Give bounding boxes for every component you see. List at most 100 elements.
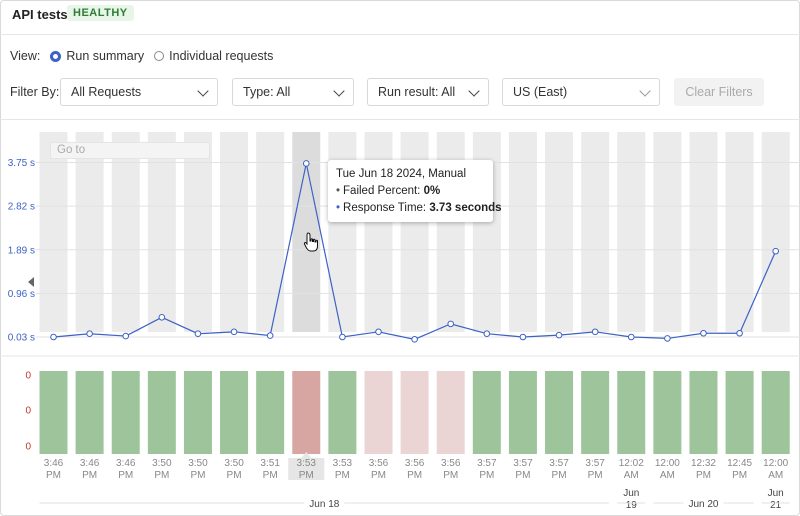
x-tick-ampm: PM xyxy=(335,470,350,481)
data-point xyxy=(375,328,382,336)
data-point xyxy=(194,330,202,338)
failed-percent-bar xyxy=(183,371,212,454)
data-point xyxy=(736,329,743,337)
tooltip-response-label: Response Time: xyxy=(343,202,427,214)
radio-run-summary[interactable]: Run summary xyxy=(50,49,144,63)
y-tick-label: 0 xyxy=(25,442,31,453)
tooltip-response-row: • Response Time: 3.73 seconds xyxy=(336,202,502,214)
x-tick-ampm: PM xyxy=(190,470,205,481)
failed-percent-bar xyxy=(761,371,790,454)
chart-column-bg xyxy=(39,132,68,332)
radio-selected-icon[interactable] xyxy=(50,50,62,62)
x-tick-time: 3:46 xyxy=(80,458,100,469)
x-tick-ampm: PM xyxy=(515,470,530,481)
x-tick-ampm: PM xyxy=(82,470,97,481)
x-tick-ampm: PM xyxy=(732,470,747,481)
requests-filter-value: All Requests xyxy=(71,85,142,99)
data-point xyxy=(339,333,346,341)
x-tick-time: 12:32 xyxy=(691,458,716,469)
filter-by-label: Filter By: xyxy=(10,85,60,99)
data-point xyxy=(700,329,707,337)
chart-column-bg xyxy=(111,132,140,332)
x-tick-time: 3:57 xyxy=(585,458,605,469)
failed-percent-bar xyxy=(689,371,718,454)
x-tick-time: 3:50 xyxy=(224,458,244,469)
data-point xyxy=(122,332,130,340)
data-point xyxy=(447,320,455,328)
data-point xyxy=(483,330,491,338)
chart-tooltip: Tue Jun 18 2024, Manual • Failed Percent:… xyxy=(328,160,502,222)
status-badge: HEALTHY xyxy=(67,5,134,21)
x-tick-ampm: PM xyxy=(227,470,242,481)
x-tick-time: 3:57 xyxy=(477,458,497,469)
bullet-icon: • xyxy=(336,202,341,214)
date-label: 19 xyxy=(626,500,638,511)
chart-column-bg xyxy=(689,132,718,332)
chart-column-bg xyxy=(653,132,682,332)
radio-unselected-icon[interactable] xyxy=(154,51,165,61)
failed-percent-bar xyxy=(581,371,610,454)
run-result-filter-select[interactable]: Run result: All xyxy=(367,78,489,106)
data-point xyxy=(86,330,93,338)
x-tick-ampm: PM xyxy=(263,470,278,481)
radio-run-summary-label: Run summary xyxy=(66,49,145,63)
x-label-highlight xyxy=(288,452,325,480)
x-tick-time: 3:56 xyxy=(441,458,461,469)
x-tick-ampm: PM xyxy=(479,470,494,481)
y-tick-label: 0.03 s xyxy=(8,333,35,344)
type-filter-select[interactable]: Type: All xyxy=(232,78,354,106)
data-point xyxy=(230,328,238,336)
data-point xyxy=(158,313,166,321)
failed-percent-bar xyxy=(147,371,176,454)
x-tick-time: 3:53 xyxy=(297,458,317,469)
x-tick-ampm: PM xyxy=(588,470,603,481)
chart-column-bg xyxy=(256,132,285,332)
goto-input[interactable]: Go to xyxy=(50,142,210,159)
chart-column-bg xyxy=(545,132,574,332)
data-point xyxy=(302,160,310,167)
failed-percent-bar xyxy=(436,371,465,454)
x-tick-ampm: PM xyxy=(696,470,711,481)
x-tick-time: 3:56 xyxy=(369,458,389,469)
failed-percent-bar xyxy=(256,371,285,454)
failed-percent-bar xyxy=(39,371,68,454)
x-tick-time: 12:00 xyxy=(763,458,788,469)
divider xyxy=(0,119,800,120)
data-point xyxy=(555,331,563,339)
region-filter-select[interactable]: US (East) xyxy=(502,78,660,106)
data-point xyxy=(411,336,418,343)
requests-filter-select[interactable]: All Requests xyxy=(60,78,218,106)
x-tick-ampm: PM xyxy=(299,470,314,481)
x-tick-ampm: PM xyxy=(154,470,169,481)
response-time-line-series xyxy=(50,160,780,343)
x-tick-time: 3:57 xyxy=(549,458,569,469)
failed-percent-bar xyxy=(400,371,429,454)
tooltip-title: Tue Jun 18 2024, Manual xyxy=(336,168,466,180)
failed-percent-y-axis: 0 0 0 xyxy=(25,371,31,453)
failed-percent-bar xyxy=(292,371,321,454)
x-tick-ampm: PM xyxy=(552,470,567,481)
x-tick-time: 3:46 xyxy=(44,458,64,469)
clear-filters-button[interactable]: Clear Filters xyxy=(674,78,764,106)
date-label: Jun xyxy=(768,488,784,499)
x-tick-time: 3:50 xyxy=(152,458,172,469)
caret-left-icon[interactable] xyxy=(28,277,34,287)
y-tick-label: 3.75 s xyxy=(8,158,35,169)
failed-percent-bars xyxy=(39,371,790,454)
radio-individual-requests[interactable]: Individual requests xyxy=(154,49,273,63)
bullet-icon: • xyxy=(336,185,341,197)
run-result-filter-value: Run result: All xyxy=(378,85,456,99)
failed-percent-bar xyxy=(220,371,249,454)
failed-percent-bar xyxy=(75,371,104,454)
failed-percent-bar xyxy=(653,371,682,454)
chart-column-bg xyxy=(220,132,249,332)
failed-percent-bar xyxy=(111,371,140,454)
region-filter-value: US (East) xyxy=(513,85,568,99)
view-selector: View: Run summary Individual requests xyxy=(10,49,273,63)
data-point xyxy=(627,333,635,341)
response-time-y-axis: 3.75 s 2.82 s 1.89 s 0.96 s 0.03 s xyxy=(8,158,35,344)
chart-column-bg xyxy=(147,132,176,332)
y-tick-label: 1.89 s xyxy=(8,245,35,256)
